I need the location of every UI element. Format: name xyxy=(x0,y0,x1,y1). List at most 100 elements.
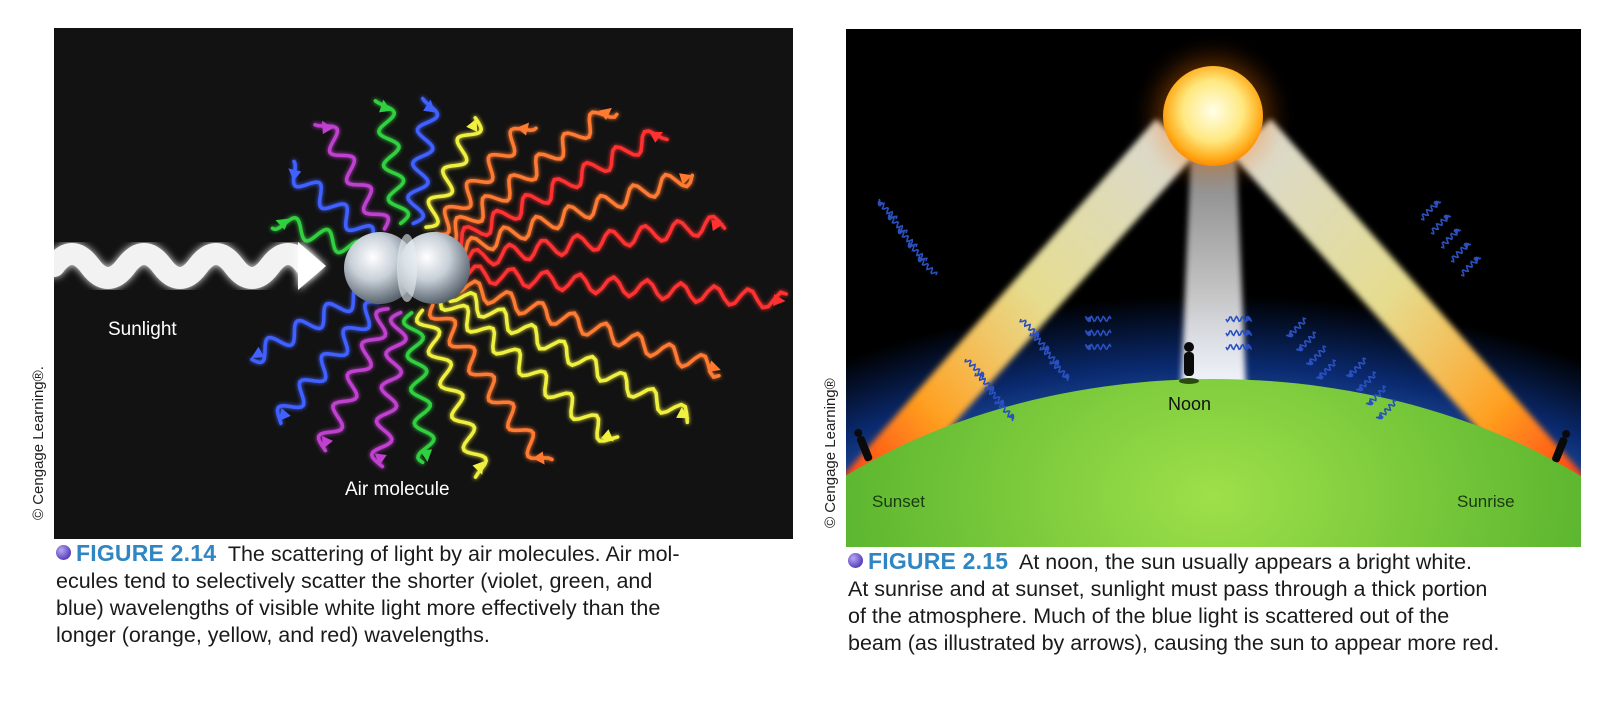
scatter-arrowhead xyxy=(1085,316,1091,322)
scatter-arrowhead xyxy=(988,385,995,392)
figure-2-14-illustration: Sunlight Air molecule xyxy=(54,28,793,539)
scatter-arrowhead xyxy=(897,228,904,235)
wave-arrowhead xyxy=(420,449,433,462)
figure-2-14-label: FIGURE 2.14 xyxy=(76,540,217,566)
caption-line: The scattering of light by air molecules… xyxy=(227,542,680,566)
sunrise-noon-sunset-diagram: Noon Sunset Sunrise xyxy=(846,29,1581,547)
wave-arrowhead xyxy=(466,118,478,132)
earth xyxy=(846,379,1581,547)
scatter-arrowhead xyxy=(917,256,924,263)
scatter-arrowhead xyxy=(1246,316,1252,322)
caption-line: of the atmosphere. Much of the blue ligh… xyxy=(848,604,1450,628)
sunrise-beam xyxy=(1231,119,1581,499)
wave-arrowhead xyxy=(773,294,786,307)
wave-arrowhead xyxy=(679,173,693,185)
credit-right: © Cengage Learning® xyxy=(822,378,839,528)
sunrise-person-icon xyxy=(1552,429,1571,463)
wave-arrowhead xyxy=(649,131,664,143)
scattered-light-wave xyxy=(316,307,390,453)
wave-arrowhead xyxy=(516,122,530,136)
caption-first-line: FIGURE 2.15 At noon, the sun usually app… xyxy=(848,548,1499,576)
scatter-arrowhead xyxy=(1287,331,1294,338)
scattered-light-wave xyxy=(440,110,619,245)
scatter-arrowhead xyxy=(1453,228,1460,235)
wave-arrowhead xyxy=(707,360,721,372)
wave-arrowhead xyxy=(374,453,387,467)
scatter-arrowhead xyxy=(1053,359,1060,366)
wave-arrowhead xyxy=(598,107,612,121)
scattered-light-wave xyxy=(434,126,538,237)
scattered-light-wave xyxy=(438,295,620,443)
scattered-light-wave xyxy=(250,284,370,365)
scattered-light-wave xyxy=(448,279,721,380)
scattered-light-wave xyxy=(424,116,484,229)
scatter-arrowhead xyxy=(1367,399,1374,406)
caption-line: beam (as illustrated by arrows), causing… xyxy=(848,631,1500,655)
scatter-arrowhead xyxy=(887,214,894,221)
scatter-arrowhead xyxy=(1347,371,1354,378)
sunset-beam xyxy=(846,119,1196,499)
scattered-light-wave xyxy=(448,172,695,262)
bullet-icon xyxy=(848,553,863,568)
noon-person-icon xyxy=(1179,342,1199,384)
scattered-light-wave xyxy=(369,310,408,469)
air-molecule xyxy=(344,232,470,304)
figure-2-14-caption: FIGURE 2.14 The scattering of light by a… xyxy=(56,540,680,649)
scatter-arrowhead xyxy=(1043,345,1050,352)
scatter-arrowhead xyxy=(1085,344,1091,350)
caption-line: longer (orange, yellow, and red) wavelen… xyxy=(56,623,490,647)
noon-label: Noon xyxy=(1168,394,1211,414)
sunrise-label: Sunrise xyxy=(1457,492,1515,511)
scatter-arrowhead xyxy=(1463,242,1470,249)
scatter-arrowhead xyxy=(877,200,884,207)
scatter-arrowhead xyxy=(1357,385,1364,392)
scattered-light-wave xyxy=(373,99,411,226)
scattered-light-wave xyxy=(444,129,669,253)
scatter-arrowhead xyxy=(1443,214,1450,221)
wave-arrowhead xyxy=(322,120,334,135)
sunlight-label: Sunlight xyxy=(108,319,177,340)
scattering-diagram: Sunlight Air molecule xyxy=(54,96,788,500)
caption-line: At noon, the sun usually appears a brigh… xyxy=(1019,550,1472,574)
scattered-light-wave xyxy=(270,216,367,255)
scatter-arrowhead xyxy=(1246,330,1252,336)
wave-arrowhead xyxy=(532,451,545,465)
scatter-arrowhead xyxy=(1473,256,1480,263)
scattered-light-wave xyxy=(275,299,380,426)
caption-line: blue) wavelengths of visible white light… xyxy=(56,596,661,620)
wave-arrowhead xyxy=(676,407,690,419)
scatter-arrowhead xyxy=(1307,359,1314,366)
air-molecule-label: Air molecule xyxy=(345,479,450,500)
caption-line: At sunrise and at sunset, sunlight must … xyxy=(848,577,1488,601)
scattered-light-wave xyxy=(313,123,391,231)
scatter-arrowhead xyxy=(1063,373,1070,380)
figure-2-15-illustration: Noon Sunset Sunrise xyxy=(846,29,1581,547)
scatter-arrowhead xyxy=(1433,200,1440,207)
figure-2-15-label: FIGURE 2.15 xyxy=(868,548,1009,574)
wave-arrowhead xyxy=(322,435,333,450)
scattered-light-wave xyxy=(450,264,788,310)
scatter-arrowhead xyxy=(1085,330,1091,336)
wave-arrowhead xyxy=(423,99,435,113)
scatter-arrowhead xyxy=(1008,413,1015,420)
sunlight-arrowhead xyxy=(298,242,326,290)
wave-arrowhead xyxy=(711,219,724,232)
sun xyxy=(1163,66,1263,166)
noon-beam xyxy=(1181,149,1246,389)
scatter-arrowhead xyxy=(978,371,985,378)
scattered-light-wave xyxy=(427,303,554,462)
sunset-label: Sunset xyxy=(872,492,925,511)
scatter-arrowhead xyxy=(1297,345,1304,352)
scattered-light-wave xyxy=(406,96,440,226)
caption-first-line: FIGURE 2.14 The scattering of light by a… xyxy=(56,540,680,568)
scatter-arrowhead xyxy=(907,242,914,249)
wave-arrowhead xyxy=(288,168,302,181)
wave-arrowhead xyxy=(472,461,484,475)
wave-arrowhead xyxy=(275,218,289,230)
scattered-light-wave xyxy=(444,287,690,425)
sunlight-wave xyxy=(54,243,317,289)
scatter-arrowhead xyxy=(998,399,1005,406)
scattered-light-wave xyxy=(291,159,376,241)
scattered-light-wave xyxy=(415,308,489,479)
scatter-arrowhead xyxy=(1033,331,1040,338)
